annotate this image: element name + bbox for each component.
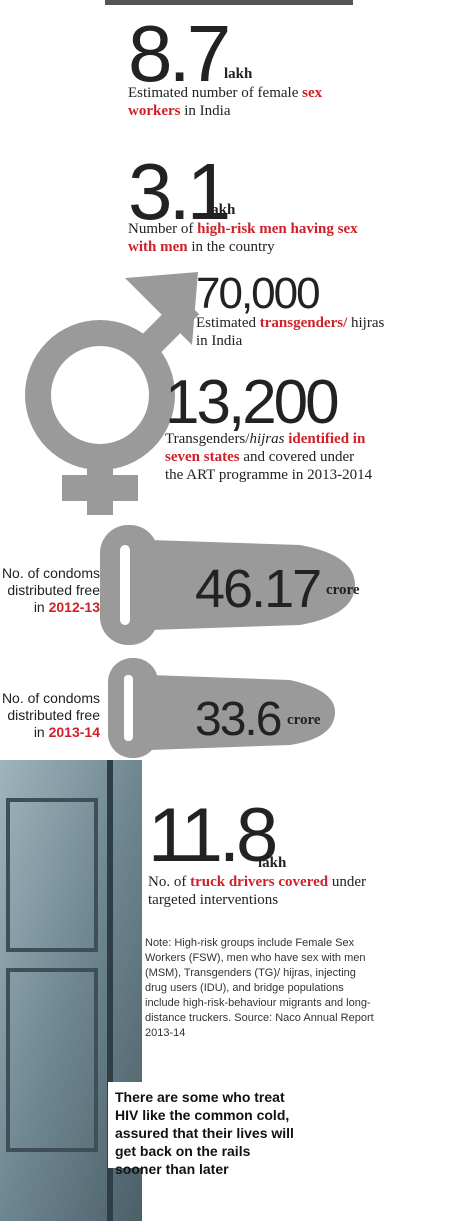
stat-unit: lakh: [207, 202, 236, 218]
highlight: high-risk men having sex with men: [128, 221, 358, 255]
text: in India: [184, 103, 231, 119]
gender-arrow: [125, 272, 198, 345]
condom-unit: crore: [326, 582, 360, 598]
text: No. of: [148, 874, 187, 890]
condom-label: No. of condoms distributed free in 2013-…: [0, 690, 100, 741]
stat-text: Estimated number of female sex workers i…: [128, 84, 328, 120]
highlight: identified in seven states: [165, 431, 366, 465]
stat-unit: lakh: [224, 66, 253, 82]
top-strip: [105, 0, 353, 5]
text: Transgenders/: [165, 431, 250, 447]
condom-1: [100, 525, 355, 645]
condom-value: 33.6: [195, 693, 282, 746]
condom-unit: crore: [287, 712, 321, 728]
condom-2: [108, 658, 335, 758]
text: Number of: [128, 221, 194, 237]
stat-number: 8.7: [128, 9, 231, 98]
text: hijras: [249, 431, 285, 447]
stat-number: 3.1: [128, 147, 231, 236]
quote: There are some who treat HIV like the co…: [115, 1089, 294, 1177]
text: hijras in India: [196, 315, 385, 349]
text: No. of condoms distributed free in: [1, 565, 100, 615]
door-photo: [0, 760, 300, 1221]
note: Note: High-risk groups include Female Se…: [145, 937, 374, 1039]
text: under targeted interventions: [148, 874, 367, 908]
text: No. of condoms distributed free in: [1, 690, 100, 740]
stat-number: 70,000: [196, 269, 321, 318]
text: Estimated number of female: [128, 85, 299, 101]
text: in the country: [191, 239, 275, 255]
highlight: 2013-14: [48, 724, 100, 740]
stat-text: Number of high-risk men having sex with …: [128, 220, 378, 256]
stat-unit: lakh: [258, 855, 287, 871]
condom-label: No. of condoms distributed free in 2012-…: [0, 565, 100, 616]
highlight: truck drivers covered: [190, 874, 329, 890]
stat-text: No. of truck drivers covered under targe…: [148, 873, 378, 909]
text: and covered under the ART programme in 2…: [165, 449, 373, 483]
stat-text: Transgenders/hijras identified in seven …: [165, 430, 375, 484]
condom-value: 46.17: [195, 559, 322, 619]
stat-number: 13,200: [165, 368, 340, 437]
highlight: sex workers: [128, 85, 323, 119]
highlight: transgenders/: [259, 315, 348, 331]
stat-number: 11.8: [148, 793, 278, 878]
highlight: 2012-13: [48, 599, 100, 615]
stat-text: Estimated transgenders/ hijras in India: [196, 314, 386, 350]
text: Estimated: [196, 315, 256, 331]
